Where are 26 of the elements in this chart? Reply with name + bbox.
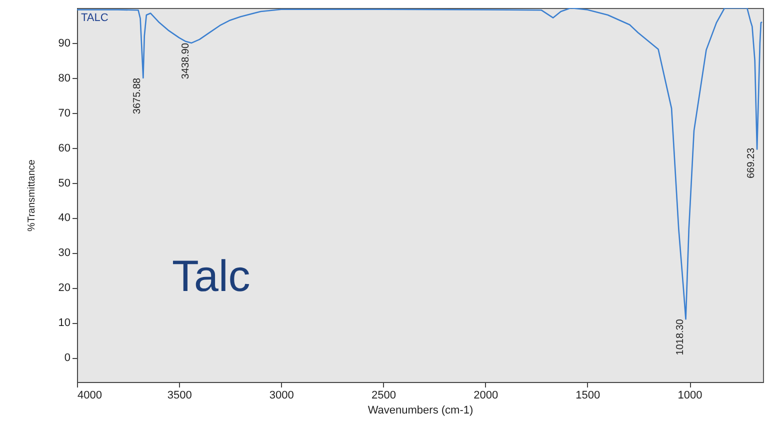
y-tick-label: 30 [58,247,70,260]
y-tick-label: 40 [58,212,70,224]
x-tick-label: 4000 [78,390,102,402]
annotation: 669.23 [746,147,758,178]
x-tick-label: 1500 [576,390,600,402]
annotation: TALC [81,12,108,24]
annotation: 3438.90 [180,42,192,80]
y-tick-label: 70 [58,107,70,120]
y-tick-label: 90 [58,37,70,50]
x-tick-label: 2500 [372,390,396,402]
y-tick-label: 50 [58,177,70,190]
annotation: 3675.88 [132,77,144,114]
y-tick-label: 0 [64,352,70,364]
y-tick-label: 10 [58,317,70,330]
y-tick-label: 60 [58,142,70,154]
x-tick-label: 3000 [269,390,294,402]
x-axis-title: Wavenumbers (cm-1) [368,404,474,416]
y-tick-label: 80 [58,72,70,84]
annotation: 1018.30 [674,318,686,356]
x-tick-label: 1000 [678,390,702,402]
y-axis-title: %Transmittance [26,159,38,232]
y-tick-label: 20 [58,282,70,294]
line-series [77,8,763,320]
annotation: Talc [172,252,250,301]
x-tick-label: 2000 [474,390,498,402]
x-tick-label: 3500 [167,390,192,402]
